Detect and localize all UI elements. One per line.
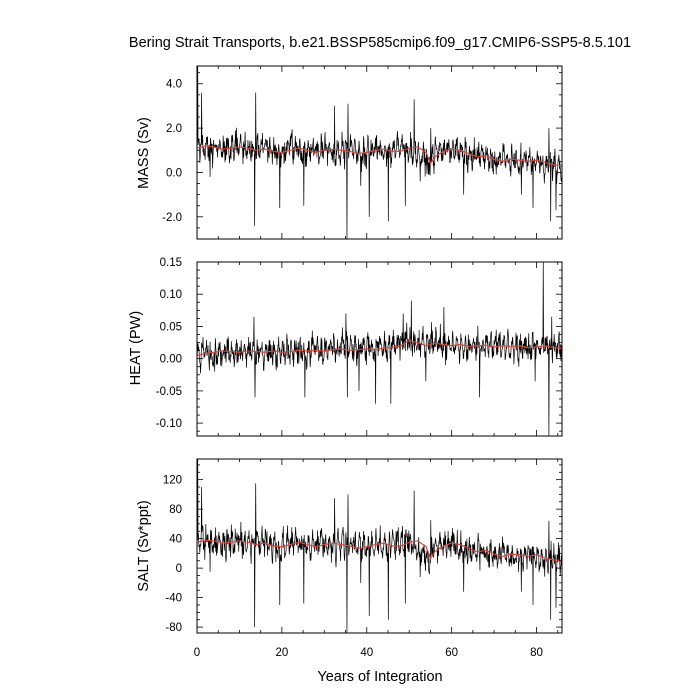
x-tick-label: 0	[194, 647, 200, 659]
series-monthly-salt	[197, 459, 562, 633]
series-smoothed-mass	[197, 145, 562, 167]
y-tick-label-heat: -0.05	[156, 386, 182, 398]
y-axis-label-mass: MASS (Sv)	[136, 117, 152, 189]
y-tick-label-salt: 0	[176, 563, 182, 575]
x-tick-label: 60	[445, 647, 458, 659]
x-tick-label: 40	[360, 647, 373, 659]
axes-frame-heat	[196, 261, 563, 437]
plot-area-mass	[197, 66, 562, 239]
chart-title: Bering Strait Transports, b.e21.BSSP585c…	[129, 35, 631, 51]
y-tick-label-salt: 80	[169, 504, 182, 516]
y-tick-label-mass: -2.0	[162, 212, 182, 224]
series-monthly-heat	[197, 262, 562, 436]
y-tick-label-mass: 2.0	[166, 123, 182, 135]
series-monthly-mass	[197, 66, 562, 239]
panel-salt: -80 -40 0 40 80 120 0 20 40 60 80 SALT (Sv*ppt)	[136, 458, 563, 659]
series-smoothed-salt	[197, 539, 562, 562]
y-tick-label-salt: -40	[165, 593, 182, 605]
plot-area-salt	[197, 459, 562, 633]
y-tick-label-heat: 0.05	[160, 321, 182, 333]
y-tick-label-salt: -80	[165, 622, 182, 634]
plot-area-heat	[197, 262, 562, 436]
x-tick-label: 20	[275, 647, 288, 659]
y-tick-label-heat: 0.00	[160, 354, 182, 366]
series-smoothed-heat	[197, 339, 562, 357]
y-tick-label-heat: 0.15	[160, 257, 182, 269]
y-axis-label-heat: HEAT (PW)	[128, 311, 144, 385]
x-axis-label: Years of Integration	[317, 669, 442, 685]
y-tick-label-salt: 40	[169, 534, 182, 546]
axes-frame-mass	[196, 65, 563, 240]
y-axis-label-salt: SALT (Sv*ppt)	[136, 500, 152, 591]
panel-mass-clip: -2.0 0.0 2.0 4.0	[162, 65, 563, 240]
y-tick-label-mass: 4.0	[166, 79, 182, 91]
x-tick-label: 80	[530, 647, 543, 659]
panel-heat-clip: -0.10 -0.05 0.00 0.05 0.10 0.15	[156, 257, 563, 437]
y-tick-label-heat: -0.10	[156, 418, 182, 430]
panel-heat: -0.10 -0.05 0.00 0.05 0.10 0.15 HEAT (PW)	[128, 257, 563, 437]
y-tick-label-salt: 120	[163, 475, 182, 487]
y-tick-label-heat: 0.10	[160, 289, 182, 301]
panel-salt-clip: -80 -40 0 40 80 120 0 20 40 60 80	[163, 458, 563, 659]
y-tick-label-mass: 0.0	[166, 167, 182, 179]
panel-mass: -2.0 0.0 2.0 4.0 MASS (Sv)	[136, 65, 563, 240]
